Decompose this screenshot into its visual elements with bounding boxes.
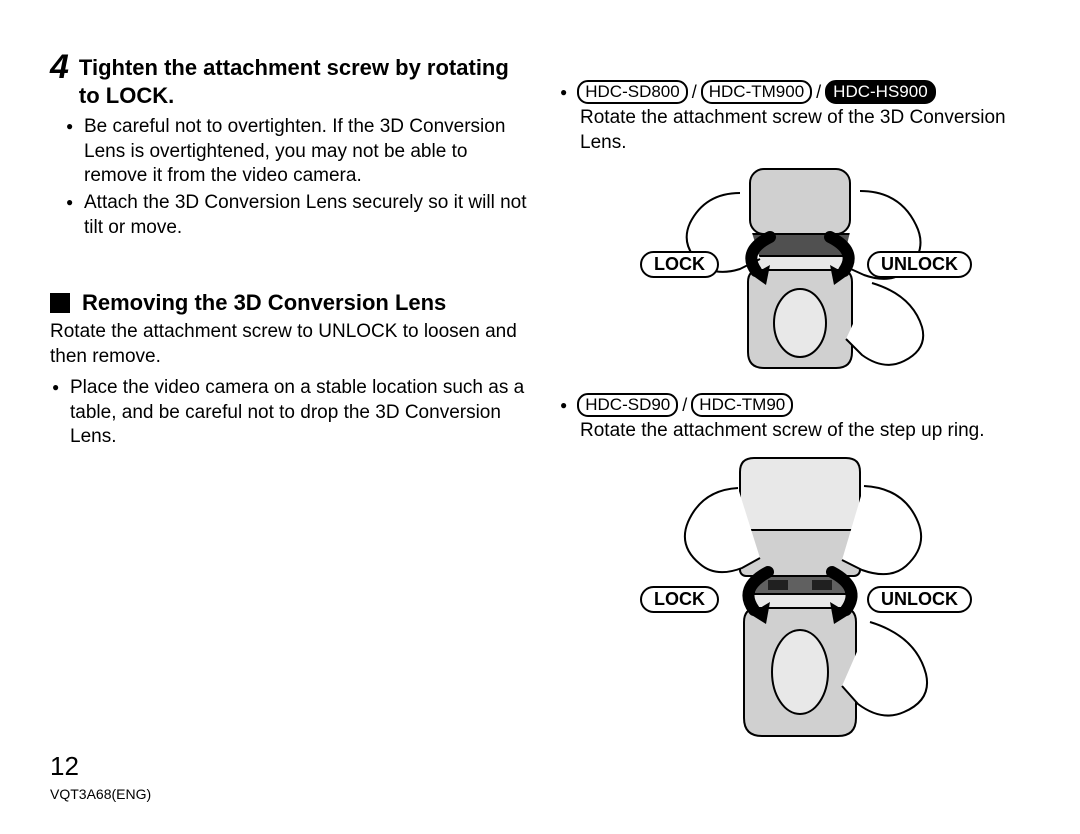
- document-code: VQT3A68(ENG): [50, 786, 151, 802]
- step-bullets: Be careful not to overtighten. If the 3D…: [50, 115, 530, 240]
- subsection-title: Removing the 3D Conversion Lens: [82, 290, 446, 316]
- lock-label-2: LOCK: [640, 586, 719, 613]
- group2-text: Rotate the attachment screw of the step …: [580, 419, 1040, 444]
- model-pill-hs900: HDC-HS900: [825, 80, 935, 104]
- separator: /: [692, 82, 697, 103]
- model-pill-sd800: HDC-SD800: [577, 80, 687, 104]
- illustration-1: LOCK UNLOCK: [620, 163, 980, 383]
- separator: /: [816, 82, 821, 103]
- model-line-1: HDC-SD800 / HDC-TM900 / HDC-HS900: [560, 80, 1040, 104]
- lock-label-1: LOCK: [640, 251, 719, 278]
- step-4-heading: 4 Tighten the attachment screw by rotati…: [50, 50, 530, 109]
- manual-page: 4 Tighten the attachment screw by rotati…: [0, 0, 1080, 834]
- subsection-heading: Removing the 3D Conversion Lens: [50, 290, 530, 316]
- illustration-2: LOCK UNLOCK: [620, 452, 980, 752]
- separator: /: [682, 395, 687, 416]
- right-column: HDC-SD800 / HDC-TM900 / HDC-HS900 Rotate…: [560, 50, 1040, 762]
- step-title: Tighten the attachment screw by rotating…: [79, 50, 530, 109]
- subsection-intro: Rotate the attachment screw to UNLOCK to…: [50, 320, 530, 369]
- left-column: 4 Tighten the attachment screw by rotati…: [50, 50, 530, 762]
- model-pill-sd90: HDC-SD90: [577, 393, 678, 417]
- step-bullet-2: Attach the 3D Conversion Lens securely s…: [70, 191, 530, 240]
- model-pill-tm900: HDC-TM900: [701, 80, 812, 104]
- subsection-bullets: Place the video camera on a stable locat…: [50, 376, 530, 450]
- model-line-2: HDC-SD90 / HDC-TM90: [560, 393, 1040, 417]
- page-number: 12: [50, 751, 79, 782]
- two-column-layout: 4 Tighten the attachment screw by rotati…: [50, 50, 1040, 762]
- step-number: 4: [50, 50, 69, 84]
- subsection-bullet-1: Place the video camera on a stable locat…: [56, 376, 530, 450]
- step-bullet-1: Be careful not to overtighten. If the 3D…: [70, 115, 530, 189]
- unlock-label-1: UNLOCK: [867, 251, 972, 278]
- unlock-label-2: UNLOCK: [867, 586, 972, 613]
- model-pill-tm90: HDC-TM90: [691, 393, 793, 417]
- square-bullet-icon: [50, 293, 70, 313]
- group1-text: Rotate the attachment screw of the 3D Co…: [580, 106, 1040, 155]
